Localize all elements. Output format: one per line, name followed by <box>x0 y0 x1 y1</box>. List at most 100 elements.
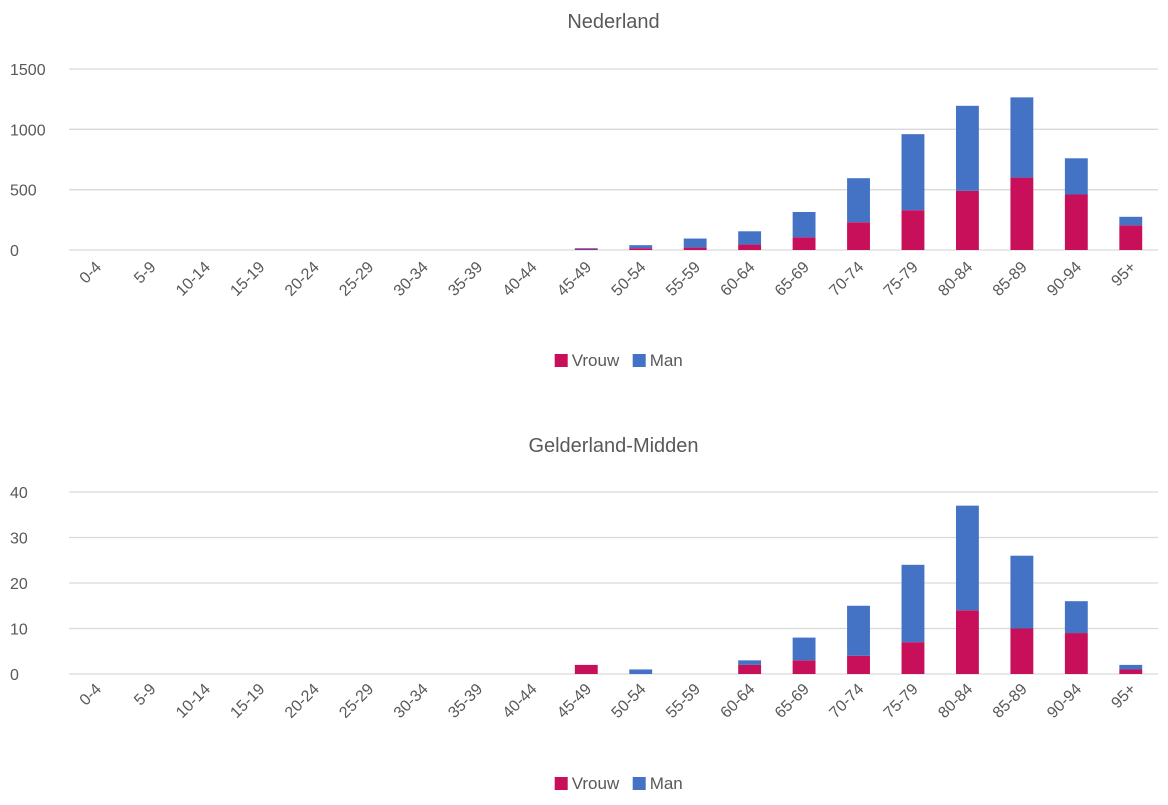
bar-vrouw-45-49 <box>574 249 598 250</box>
bar-vrouw-60-64 <box>738 244 762 250</box>
x-tick-label: 55-59 <box>663 681 704 722</box>
y-tick-label: 500 <box>10 183 37 200</box>
legend: Vrouw Man <box>554 351 683 370</box>
bar-man-95plus <box>1119 664 1143 670</box>
x-tick-label: 5-9 <box>131 259 159 287</box>
legend-label-vrouw: Vrouw <box>572 351 620 370</box>
legend-swatch-man <box>632 354 646 367</box>
x-tick-label: 10-14 <box>173 259 214 300</box>
legend-swatch-vrouw <box>554 777 568 790</box>
x-tick-label: 0-4 <box>77 681 105 709</box>
bar-man-90-94 <box>1064 158 1088 195</box>
x-tick-label: 85-89 <box>990 681 1031 722</box>
x-tick-label: 25-29 <box>336 259 377 300</box>
x-tick-label: 90-94 <box>1044 259 1085 300</box>
chart-nederland: Nederland 0 500 1000 1500 0-4 5-9 10-14 15-19 20-… <box>10 11 1158 370</box>
x-tick-label: 75-79 <box>881 681 922 722</box>
bar-vrouw-90-94 <box>1064 194 1088 250</box>
x-tick-label: 5-9 <box>131 681 159 709</box>
x-tick-label: 15-19 <box>227 259 268 300</box>
x-tick-label: 30-34 <box>391 681 432 722</box>
bar-man-60-64 <box>738 231 762 245</box>
y-tick-label: 1500 <box>10 62 46 79</box>
y-tick-label: 0 <box>10 243 19 260</box>
x-tick-label: 0-4 <box>77 259 105 287</box>
x-tick-label: 45-49 <box>554 681 595 722</box>
bar-man-90-94 <box>1064 601 1088 634</box>
bar-man-80-84 <box>955 505 979 611</box>
x-tick-label: 80-84 <box>935 681 976 722</box>
x-tick-label: 70-74 <box>826 259 867 300</box>
legend: Vrouw Man <box>554 774 683 793</box>
chart-gelderland-midden: Gelderland-Midden 0 10 20 30 40 0-4 5-9 10-14 15-… <box>10 435 1158 793</box>
bar-vrouw-85-89 <box>1010 177 1034 250</box>
y-tick-label: 1000 <box>10 122 46 139</box>
bar-vrouw-95plus <box>1119 225 1143 250</box>
bar-vrouw-70-74 <box>847 222 870 250</box>
bar-man-70-74 <box>847 178 870 223</box>
bar-man-75-79 <box>901 564 925 643</box>
bar-vrouw-70-74 <box>847 655 870 674</box>
bar-vrouw-85-89 <box>1010 628 1034 674</box>
x-tick-label: 50-54 <box>609 259 650 300</box>
x-tick-label: 20-24 <box>282 681 323 722</box>
bar-vrouw-75-79 <box>901 210 925 250</box>
bar-man-50-54 <box>629 245 653 249</box>
x-tick-label: 35-39 <box>445 259 486 300</box>
x-tick-label: 40-44 <box>500 681 541 722</box>
bar-vrouw-75-79 <box>901 642 925 674</box>
legend-label-man: Man <box>650 774 683 793</box>
x-tick-label: 65-69 <box>772 259 813 300</box>
bar-vrouw-95plus <box>1119 669 1143 674</box>
bar-man-50-54 <box>629 669 653 674</box>
x-tick-label: 20-24 <box>282 259 323 300</box>
x-tick-label: 45-49 <box>554 259 595 300</box>
x-tick-label: 60-64 <box>717 681 758 722</box>
x-tick-label: 95+ <box>1108 681 1139 712</box>
x-tick-label: 70-74 <box>826 681 867 722</box>
bar-vrouw-45-49 <box>574 664 598 674</box>
legend-label-vrouw: Vrouw <box>572 774 620 793</box>
x-tick-label: 55-59 <box>663 259 704 300</box>
bar-vrouw-65-69 <box>792 237 816 250</box>
y-tick-label: 30 <box>10 531 28 548</box>
bar-vrouw-80-84 <box>955 610 979 674</box>
x-tick-label: 80-84 <box>935 259 976 300</box>
bar-man-85-89 <box>1010 555 1034 629</box>
x-tick-label: 75-79 <box>881 259 922 300</box>
x-tick-label: 30-34 <box>391 259 432 300</box>
y-tick-label: 20 <box>10 576 28 593</box>
bar-man-60-64 <box>738 660 762 665</box>
x-tick-label: 35-39 <box>445 681 486 722</box>
bar-vrouw-55-59 <box>683 247 707 250</box>
bar-man-85-89 <box>1010 97 1034 178</box>
x-tick-label: 50-54 <box>609 681 650 722</box>
x-tick-label: 10-14 <box>173 681 214 722</box>
legend-swatch-man <box>632 777 646 790</box>
x-tick-label: 65-69 <box>772 681 813 722</box>
bar-man-55-59 <box>683 238 707 248</box>
bar-man-70-74 <box>847 605 870 656</box>
bar-vrouw-65-69 <box>792 660 816 674</box>
bar-vrouw-50-54 <box>629 248 653 250</box>
legend-swatch-vrouw <box>554 354 568 367</box>
x-tick-label: 40-44 <box>500 259 541 300</box>
x-tick-label: 85-89 <box>990 259 1031 300</box>
chart-title: Nederland <box>567 11 659 33</box>
x-tick-label: 25-29 <box>336 681 377 722</box>
bar-man-75-79 <box>901 134 925 211</box>
bar-man-80-84 <box>955 105 979 191</box>
legend-label-man: Man <box>650 351 683 370</box>
y-tick-label: 40 <box>10 485 28 502</box>
chart-title: Gelderland-Midden <box>528 435 698 457</box>
bar-man-45-49 <box>574 248 598 250</box>
y-tick-label: 10 <box>10 622 28 639</box>
y-tick-label: 0 <box>10 667 19 684</box>
bar-man-95plus <box>1119 216 1143 226</box>
bar-vrouw-60-64 <box>738 664 762 674</box>
bar-man-65-69 <box>792 211 816 238</box>
bar-man-65-69 <box>792 637 816 661</box>
x-tick-label: 90-94 <box>1044 681 1085 722</box>
